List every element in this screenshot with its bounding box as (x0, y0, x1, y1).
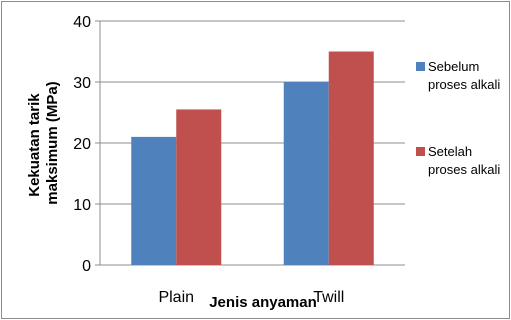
legend-label-sebelum-line-2: proses alkali (428, 77, 500, 92)
y-tick-label: 10 (73, 197, 91, 214)
x-tick-label-twill: Twill (313, 289, 344, 306)
x-tick-labels: Plain Twill (158, 289, 344, 306)
y-tick-labels: 0 10 20 30 40 (73, 14, 91, 275)
legend-label-setelah-line-1: Setelah (428, 144, 472, 159)
legend-label-setelah: Setelah proses alkali (428, 144, 500, 177)
legend-swatch-sebelum (416, 62, 425, 71)
y-tick-label: 30 (73, 75, 91, 92)
bar-plain-sebelum (131, 136, 177, 265)
y-tick-label: 40 (73, 14, 91, 31)
legend-swatch-setelah (416, 147, 425, 156)
x-tick-label-plain: Plain (158, 289, 194, 306)
bar-twill-setelah (328, 51, 374, 265)
y-tick-label: 20 (73, 136, 91, 153)
bars (131, 51, 374, 265)
legend-label-setelah-line-2: proses alkali (428, 162, 500, 177)
legend-label-sebelum: Sebelum proses alkali (428, 59, 500, 92)
bar-plain-setelah (176, 109, 222, 265)
y-axis-title-line-2: maksimum (MPa) (44, 81, 61, 204)
legend-label-sebelum-line-1: Sebelum (428, 59, 479, 74)
bar-twill-sebelum (283, 82, 329, 265)
x-axis-title: Jenis anyaman (209, 294, 317, 311)
y-tick-label: 0 (82, 258, 91, 275)
legend: Sebelum proses alkali Setelah proses alk… (416, 59, 500, 177)
y-axis-title-line-1: Kekuatan tarik (26, 93, 43, 197)
y-axis-title: Kekuatan tarik maksimum (MPa) (26, 81, 61, 204)
